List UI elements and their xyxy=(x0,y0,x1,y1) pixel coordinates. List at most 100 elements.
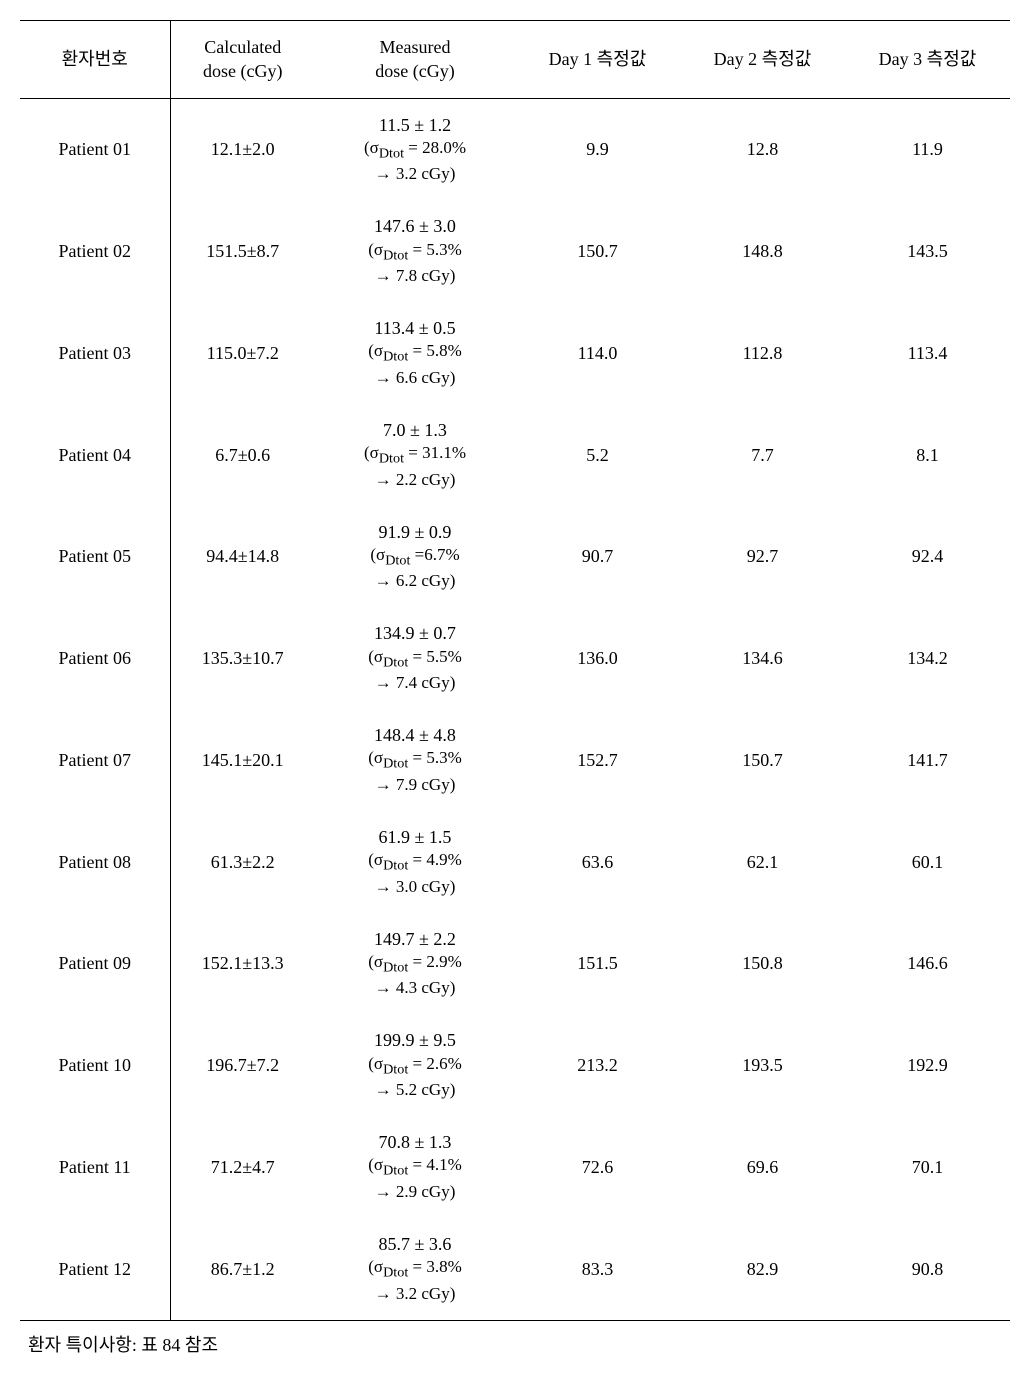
cell-day2: 69.6 xyxy=(680,1116,845,1218)
cell-day1: 63.6 xyxy=(515,811,680,913)
cell-day1: 151.5 xyxy=(515,913,680,1015)
col-day2: Day 2 측정값 xyxy=(680,21,845,99)
cell-calculated-dose: 94.4±14.8 xyxy=(170,506,315,608)
table-row: Patient 02151.5±8.7147.6 ± 3.0(σDtot = 5… xyxy=(20,200,1010,302)
table-head: 환자번호 Calculateddose (cGy) Measureddose (… xyxy=(20,21,1010,99)
cell-day2: 7.7 xyxy=(680,404,845,506)
measured-sigma: (σDtot = 4.9%→ 3.0 cGy) xyxy=(368,849,462,898)
cell-measured-dose: 149.7 ± 2.2(σDtot = 2.9%→ 4.3 cGy) xyxy=(315,913,515,1015)
measured-sigma: (σDtot = 5.8%→ 6.6 cGy) xyxy=(368,340,462,389)
cell-day2: 150.7 xyxy=(680,709,845,811)
cell-calculated-dose: 152.1±13.3 xyxy=(170,913,315,1015)
measured-sigma: (σDtot = 31.1%→ 2.2 cGy) xyxy=(364,442,466,491)
cell-day2: 150.8 xyxy=(680,913,845,1015)
table-row: Patient 0594.4±14.891.9 ± 0.9(σDtot =6.7… xyxy=(20,506,1010,608)
measured-main: 199.9 ± 9.5 xyxy=(368,1028,462,1052)
cell-day1: 83.3 xyxy=(515,1218,680,1320)
cell-day3: 146.6 xyxy=(845,913,1010,1015)
cell-measured-dose: 148.4 ± 4.8(σDtot = 5.3%→ 7.9 cGy) xyxy=(315,709,515,811)
table-row: Patient 1171.2±4.770.8 ± 1.3(σDtot = 4.1… xyxy=(20,1116,1010,1218)
cell-day3: 143.5 xyxy=(845,200,1010,302)
cell-day3: 192.9 xyxy=(845,1014,1010,1116)
measured-sigma: (σDtot =6.7%→ 6.2 cGy) xyxy=(370,544,459,593)
cell-calculated-dose: 115.0±7.2 xyxy=(170,302,315,404)
cell-calculated-dose: 86.7±1.2 xyxy=(170,1218,315,1320)
measured-main: 70.8 ± 1.3 xyxy=(368,1130,462,1154)
measured-sigma: (σDtot = 3.8%→ 3.2 cGy) xyxy=(368,1256,462,1305)
cell-calculated-dose: 12.1±2.0 xyxy=(170,98,315,200)
cell-day1: 5.2 xyxy=(515,404,680,506)
measured-sigma: (σDtot = 2.9%→ 4.3 cGy) xyxy=(368,951,462,1000)
cell-day1: 90.7 xyxy=(515,506,680,608)
cell-day2: 92.7 xyxy=(680,506,845,608)
cell-patient: Patient 12 xyxy=(20,1218,170,1320)
measured-main: 61.9 ± 1.5 xyxy=(368,825,462,849)
cell-measured-dose: 85.7 ± 3.6(σDtot = 3.8%→ 3.2 cGy) xyxy=(315,1218,515,1320)
table-row: Patient 09152.1±13.3149.7 ± 2.2(σDtot = … xyxy=(20,913,1010,1015)
measured-main: 7.0 ± 1.3 xyxy=(364,418,466,442)
cell-day3: 90.8 xyxy=(845,1218,1010,1320)
cell-patient: Patient 06 xyxy=(20,607,170,709)
cell-measured-dose: 113.4 ± 0.5(σDtot = 5.8%→ 6.6 cGy) xyxy=(315,302,515,404)
cell-day2: 82.9 xyxy=(680,1218,845,1320)
table-body: Patient 0112.1±2.011.5 ± 1.2(σDtot = 28.… xyxy=(20,98,1010,1320)
cell-day3: 70.1 xyxy=(845,1116,1010,1218)
cell-calculated-dose: 145.1±20.1 xyxy=(170,709,315,811)
cell-measured-dose: 147.6 ± 3.0(σDtot = 5.3%→ 7.8 cGy) xyxy=(315,200,515,302)
table-row: Patient 0861.3±2.261.9 ± 1.5(σDtot = 4.9… xyxy=(20,811,1010,913)
measured-main: 134.9 ± 0.7 xyxy=(368,621,462,645)
footnote: 환자 특이사항: 표 84 참조 xyxy=(20,1321,1012,1357)
table-row: Patient 0112.1±2.011.5 ± 1.2(σDtot = 28.… xyxy=(20,98,1010,200)
measured-main: 149.7 ± 2.2 xyxy=(368,927,462,951)
cell-patient: Patient 09 xyxy=(20,913,170,1015)
cell-day1: 136.0 xyxy=(515,607,680,709)
table-row: Patient 1286.7±1.285.7 ± 3.6(σDtot = 3.8… xyxy=(20,1218,1010,1320)
cell-day1: 152.7 xyxy=(515,709,680,811)
cell-day1: 114.0 xyxy=(515,302,680,404)
table-row: Patient 03115.0±7.2113.4 ± 0.5(σDtot = 5… xyxy=(20,302,1010,404)
cell-day1: 150.7 xyxy=(515,200,680,302)
measured-sigma: (σDtot = 28.0%→ 3.2 cGy) xyxy=(364,137,466,186)
measured-main: 113.4 ± 0.5 xyxy=(368,316,462,340)
measured-sigma: (σDtot = 5.3%→ 7.8 cGy) xyxy=(368,239,462,288)
cell-day3: 141.7 xyxy=(845,709,1010,811)
cell-day2: 134.6 xyxy=(680,607,845,709)
cell-calculated-dose: 61.3±2.2 xyxy=(170,811,315,913)
cell-patient: Patient 05 xyxy=(20,506,170,608)
col-day3: Day 3 측정값 xyxy=(845,21,1010,99)
cell-calculated-dose: 135.3±10.7 xyxy=(170,607,315,709)
cell-patient: Patient 02 xyxy=(20,200,170,302)
dose-table: 환자번호 Calculateddose (cGy) Measureddose (… xyxy=(20,20,1010,1321)
cell-day2: 112.8 xyxy=(680,302,845,404)
cell-day3: 11.9 xyxy=(845,98,1010,200)
cell-day2: 148.8 xyxy=(680,200,845,302)
table-row: Patient 046.7±0.67.0 ± 1.3(σDtot = 31.1%… xyxy=(20,404,1010,506)
cell-patient: Patient 08 xyxy=(20,811,170,913)
cell-day1: 72.6 xyxy=(515,1116,680,1218)
col-calculated-dose: Calculateddose (cGy) xyxy=(170,21,315,99)
measured-sigma: (σDtot = 4.1%→ 2.9 cGy) xyxy=(368,1154,462,1203)
col-measured-dose: Measureddose (cGy) xyxy=(315,21,515,99)
cell-patient: Patient 11 xyxy=(20,1116,170,1218)
cell-day3: 8.1 xyxy=(845,404,1010,506)
cell-day2: 193.5 xyxy=(680,1014,845,1116)
cell-calculated-dose: 151.5±8.7 xyxy=(170,200,315,302)
measured-main: 147.6 ± 3.0 xyxy=(368,214,462,238)
cell-measured-dose: 61.9 ± 1.5(σDtot = 4.9%→ 3.0 cGy) xyxy=(315,811,515,913)
cell-day1: 213.2 xyxy=(515,1014,680,1116)
cell-measured-dose: 91.9 ± 0.9(σDtot =6.7%→ 6.2 cGy) xyxy=(315,506,515,608)
measured-main: 148.4 ± 4.8 xyxy=(368,723,462,747)
cell-day3: 134.2 xyxy=(845,607,1010,709)
measured-main: 11.5 ± 1.2 xyxy=(364,113,466,137)
measured-sigma: (σDtot = 2.6%→ 5.2 cGy) xyxy=(368,1053,462,1102)
cell-measured-dose: 11.5 ± 1.2(σDtot = 28.0%→ 3.2 cGy) xyxy=(315,98,515,200)
cell-day3: 60.1 xyxy=(845,811,1010,913)
cell-calculated-dose: 196.7±7.2 xyxy=(170,1014,315,1116)
cell-measured-dose: 199.9 ± 9.5(σDtot = 2.6%→ 5.2 cGy) xyxy=(315,1014,515,1116)
cell-day2: 62.1 xyxy=(680,811,845,913)
cell-patient: Patient 10 xyxy=(20,1014,170,1116)
cell-measured-dose: 7.0 ± 1.3(σDtot = 31.1%→ 2.2 cGy) xyxy=(315,404,515,506)
cell-patient: Patient 04 xyxy=(20,404,170,506)
measured-main: 85.7 ± 3.6 xyxy=(368,1232,462,1256)
measured-sigma: (σDtot = 5.3%→ 7.9 cGy) xyxy=(368,747,462,796)
